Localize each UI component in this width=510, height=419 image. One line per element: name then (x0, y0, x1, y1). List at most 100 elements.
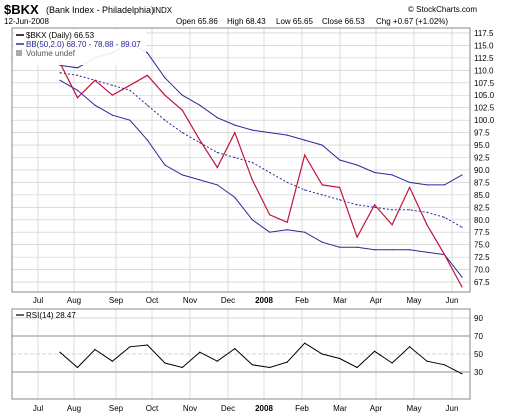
price-point (443, 254, 446, 256)
bb-middle-point (304, 189, 306, 191)
rsi-label: RSI(14) 28.47 (26, 311, 76, 320)
bb-lower-point (356, 246, 358, 248)
bb-lower-line (59, 79, 463, 278)
price-point (76, 97, 79, 99)
chart-index-name: (Bank Index - Philadelphia) (46, 5, 154, 15)
bb-upper-point (443, 184, 446, 186)
bb-lower-point (461, 276, 463, 278)
rsi-point (181, 366, 183, 369)
price-point (339, 186, 341, 188)
bb-lower-point (251, 219, 253, 221)
price-x-tick: May (406, 296, 421, 305)
bb-lower-point (111, 114, 113, 116)
rsi-x-tick: Mar (333, 404, 347, 413)
price-y-tick: 110.0 (474, 66, 494, 75)
bb-lower-point (409, 249, 411, 251)
price-y-tick: 95.0 (474, 141, 490, 150)
bb-upper-point (234, 124, 236, 126)
bb-upper-point (374, 171, 376, 174)
bb-middle-point (269, 171, 271, 174)
price-x-tick: 2008 (255, 296, 273, 305)
bb-lower-point (199, 179, 201, 181)
price-point (216, 166, 218, 169)
rsi-point (391, 362, 393, 364)
bb-lower-point (181, 174, 183, 176)
bb-upper-point (216, 117, 218, 119)
bb-middle-point (164, 119, 166, 121)
price-panel-frame (11, 27, 471, 293)
bb-middle-point (426, 211, 428, 213)
rsi-point (374, 350, 376, 352)
price-point (234, 132, 236, 134)
bb-middle-point (129, 89, 131, 91)
bb-middle-point (321, 194, 323, 196)
price-y-tick: 107.5 (474, 79, 495, 88)
bb-middle-point (461, 226, 463, 228)
legend-bands: BB(50,2.0) 68.70 - 78.88 - 89.07 (26, 40, 141, 49)
bb-upper-point (251, 129, 253, 131)
rsi-point (59, 351, 61, 353)
price-point (391, 224, 393, 226)
bb-upper-point (409, 181, 411, 183)
rsi-line (59, 342, 463, 375)
bb-middle-point (443, 216, 446, 218)
rsi-point (356, 366, 358, 369)
price-y-tick: 80.0 (474, 216, 490, 225)
bb-upper-point (321, 144, 323, 146)
rsi-point (216, 360, 218, 362)
rsi-x-tick: Nov (183, 404, 197, 413)
price-x-tick: Jul (33, 296, 43, 305)
bb-middle-point (339, 199, 341, 201)
bb-lower-point (374, 249, 376, 251)
price-point (269, 214, 271, 216)
price-y-tick: 82.5 (474, 203, 490, 212)
rsi-x-tick: Oct (146, 404, 159, 413)
rsi-y-tick: 90 (474, 314, 483, 323)
bb-upper-point (391, 174, 393, 176)
bb-upper-point (304, 139, 306, 141)
bb-middle-point (199, 142, 201, 144)
rsi-point (443, 364, 446, 366)
price-y-tick: 85.0 (474, 191, 490, 200)
bb-middle-point (251, 161, 253, 164)
rsi-point (234, 348, 236, 350)
price-point (286, 221, 288, 223)
price-x-tick: Jun (446, 296, 459, 305)
rsi-point (339, 357, 341, 360)
price-point (251, 179, 253, 181)
price-y-tick: 70.0 (474, 266, 490, 275)
price-point (181, 109, 183, 111)
price-grid (12, 28, 470, 292)
price-point (356, 236, 358, 238)
price-x-tick: Mar (333, 296, 347, 305)
rsi-x-tick: Sep (109, 404, 124, 413)
rsi-point (426, 360, 428, 362)
price-point (111, 94, 113, 96)
price-point (409, 186, 411, 188)
bb-lower-point (391, 249, 393, 251)
quote-close: Close 66.53 (322, 17, 365, 26)
bb-lower-point (269, 231, 271, 233)
rsi-x-tick: Apr (370, 404, 383, 413)
legend-volume-swatch (16, 50, 22, 56)
bb-lower-point (146, 139, 148, 141)
bb-lower-point (286, 229, 288, 231)
price-point (321, 184, 323, 186)
price-x-tick: Sep (109, 296, 124, 305)
rsi-point (461, 373, 463, 375)
bb-upper-point (164, 77, 166, 79)
price-y-tick: 115.0 (474, 41, 494, 50)
bb-middle-point (374, 206, 376, 208)
bb-middle-line (59, 72, 463, 228)
bb-middle-point (76, 74, 79, 76)
bb-upper-point (356, 164, 358, 166)
bb-lower-point (94, 104, 96, 106)
chart-date: 12-Jun-2008 (4, 17, 49, 26)
price-y-tick: 75.0 (474, 241, 490, 250)
bb-middle-point (234, 156, 236, 159)
price-point (164, 94, 166, 96)
rsi-point (146, 344, 148, 346)
price-x-tick: Nov (183, 296, 197, 305)
